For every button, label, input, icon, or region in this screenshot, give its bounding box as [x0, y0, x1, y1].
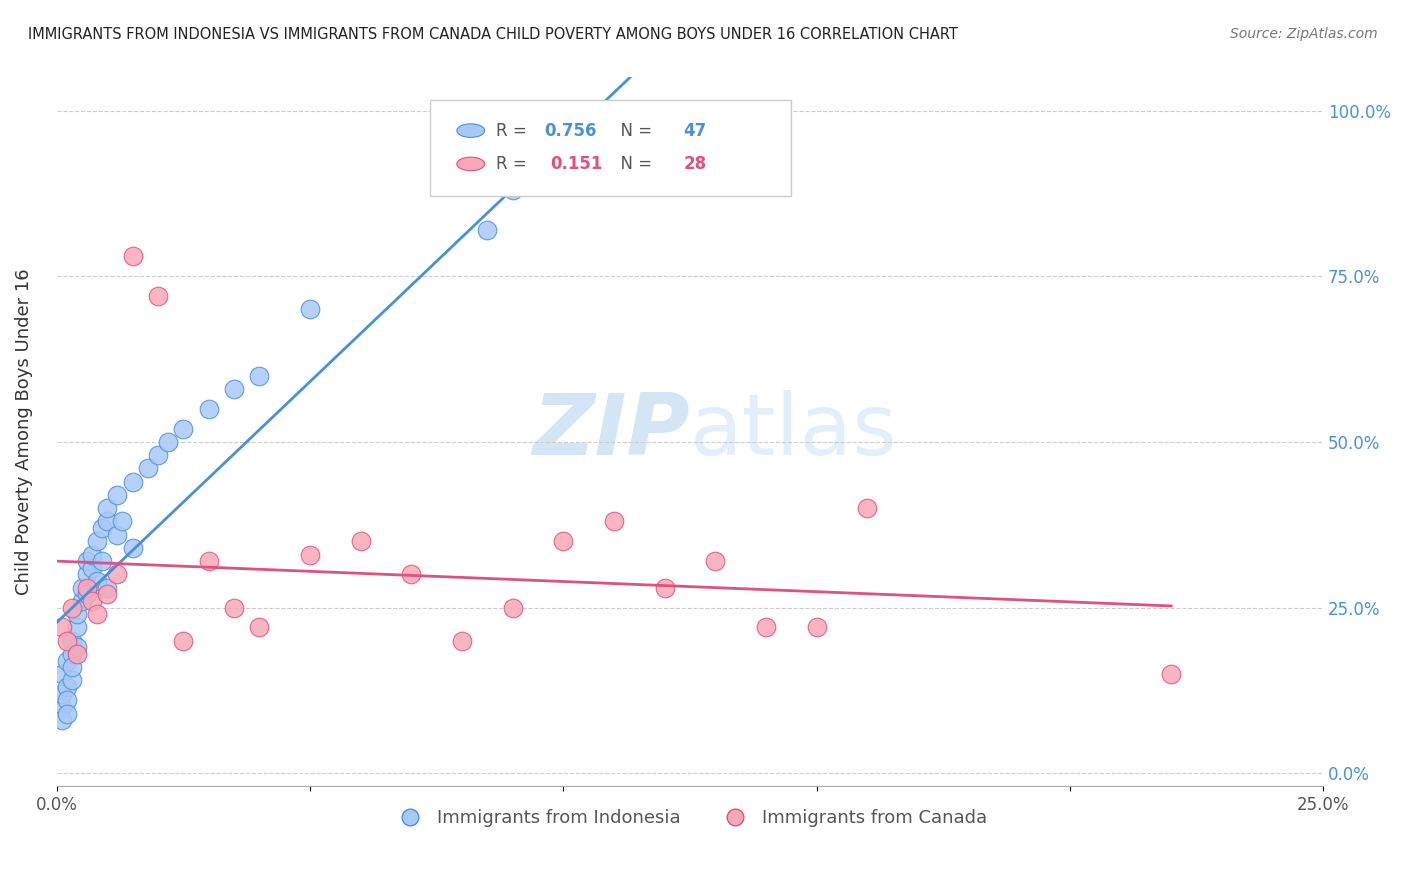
- Point: [146, 289, 169, 303]
- Text: 0.151: 0.151: [551, 155, 603, 173]
- Point: [349, 534, 371, 549]
- Point: [172, 422, 194, 436]
- Point: [298, 302, 321, 317]
- Point: [66, 640, 89, 655]
- Point: [55, 680, 77, 694]
- Text: N =: N =: [610, 155, 658, 173]
- Point: [55, 633, 77, 648]
- Point: [247, 368, 270, 383]
- Point: [136, 461, 159, 475]
- Point: [51, 687, 73, 701]
- FancyBboxPatch shape: [430, 100, 792, 196]
- Point: [76, 581, 98, 595]
- Point: [603, 515, 626, 529]
- Point: [76, 554, 98, 568]
- Point: [51, 713, 73, 727]
- Point: [55, 654, 77, 668]
- Point: [96, 515, 118, 529]
- Point: [70, 594, 93, 608]
- Point: [66, 647, 89, 661]
- Point: [76, 567, 98, 582]
- Point: [157, 434, 180, 449]
- Point: [222, 382, 245, 396]
- Point: [298, 548, 321, 562]
- Point: [502, 183, 524, 197]
- Point: [91, 521, 114, 535]
- Ellipse shape: [457, 157, 485, 170]
- Text: Source: ZipAtlas.com: Source: ZipAtlas.com: [1230, 27, 1378, 41]
- Point: [197, 554, 219, 568]
- Point: [70, 581, 93, 595]
- Point: [553, 534, 575, 549]
- Point: [477, 223, 499, 237]
- Point: [121, 475, 143, 489]
- Point: [704, 554, 727, 568]
- Point: [76, 587, 98, 601]
- Point: [107, 567, 129, 582]
- Point: [96, 587, 118, 601]
- Point: [121, 249, 143, 263]
- Point: [60, 673, 83, 688]
- Ellipse shape: [457, 124, 485, 137]
- Point: [222, 600, 245, 615]
- Point: [527, 156, 550, 170]
- Point: [96, 501, 118, 516]
- Text: 0.756: 0.756: [544, 121, 596, 140]
- Point: [603, 136, 626, 151]
- Text: R =: R =: [496, 121, 531, 140]
- Point: [107, 488, 129, 502]
- Point: [91, 554, 114, 568]
- Point: [172, 633, 194, 648]
- Point: [51, 620, 73, 634]
- Text: IMMIGRANTS FROM INDONESIA VS IMMIGRANTS FROM CANADA CHILD POVERTY AMONG BOYS UND: IMMIGRANTS FROM INDONESIA VS IMMIGRANTS …: [28, 27, 957, 42]
- Point: [502, 600, 524, 615]
- Point: [654, 581, 676, 595]
- Point: [107, 527, 129, 541]
- Point: [60, 647, 83, 661]
- Point: [55, 693, 77, 707]
- Point: [1160, 666, 1182, 681]
- Text: R =: R =: [496, 155, 537, 173]
- Point: [51, 700, 73, 714]
- Point: [60, 633, 83, 648]
- Text: ZIP: ZIP: [533, 391, 690, 474]
- Point: [66, 607, 89, 622]
- Text: 28: 28: [683, 155, 707, 173]
- Point: [96, 581, 118, 595]
- Point: [86, 534, 108, 549]
- Point: [86, 607, 108, 622]
- Point: [60, 600, 83, 615]
- Point: [197, 401, 219, 416]
- Point: [451, 633, 474, 648]
- Point: [80, 548, 103, 562]
- Point: [111, 515, 134, 529]
- Text: atlas: atlas: [690, 391, 898, 474]
- Point: [856, 501, 879, 516]
- Text: 47: 47: [683, 121, 707, 140]
- Y-axis label: Child Poverty Among Boys Under 16: Child Poverty Among Boys Under 16: [15, 268, 32, 595]
- Point: [806, 620, 828, 634]
- Point: [60, 660, 83, 674]
- Point: [80, 561, 103, 575]
- Point: [247, 620, 270, 634]
- Legend: Immigrants from Indonesia, Immigrants from Canada: Immigrants from Indonesia, Immigrants fr…: [385, 802, 994, 834]
- Point: [80, 594, 103, 608]
- Point: [86, 574, 108, 588]
- Text: N =: N =: [610, 121, 658, 140]
- Point: [51, 666, 73, 681]
- Point: [755, 620, 778, 634]
- Point: [55, 706, 77, 721]
- Point: [679, 117, 702, 131]
- Point: [146, 448, 169, 462]
- Point: [121, 541, 143, 555]
- Point: [399, 567, 422, 582]
- Point: [66, 620, 89, 634]
